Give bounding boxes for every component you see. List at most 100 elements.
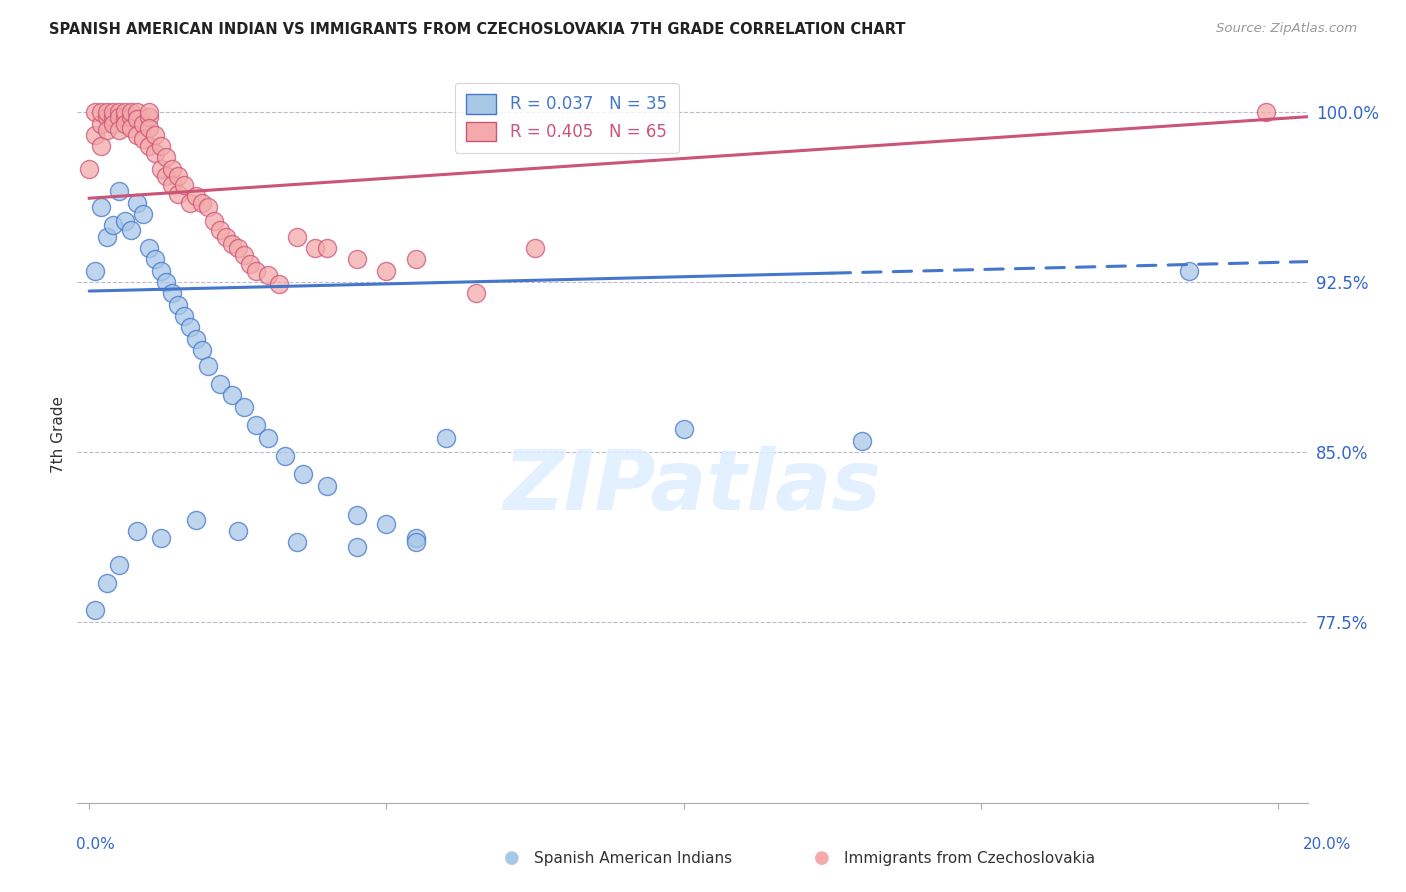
- Point: [125, 112, 148, 126]
- Point: [101, 110, 124, 124]
- Point: [120, 121, 142, 136]
- Point: [149, 263, 172, 277]
- Text: Immigrants from Czechoslovakia: Immigrants from Czechoslovakia: [844, 851, 1095, 865]
- Point: [191, 343, 214, 357]
- Point: [120, 110, 142, 124]
- Point: [84, 128, 107, 142]
- Point: [101, 116, 124, 130]
- Text: Spanish American Indians: Spanish American Indians: [534, 851, 733, 865]
- Text: 0.0%: 0.0%: [76, 837, 115, 852]
- Point: [464, 286, 486, 301]
- Point: [245, 263, 267, 277]
- Point: [232, 248, 254, 262]
- Y-axis label: 7th Grade: 7th Grade: [51, 396, 66, 474]
- Point: [239, 257, 262, 271]
- Point: [108, 185, 131, 199]
- Point: [167, 186, 190, 201]
- Point: [120, 223, 142, 237]
- Point: [138, 105, 160, 120]
- Text: 20.0%: 20.0%: [1303, 837, 1351, 852]
- Point: [149, 139, 172, 153]
- Point: [155, 151, 177, 165]
- Point: [672, 422, 695, 436]
- Point: [274, 450, 297, 464]
- Point: [1177, 263, 1199, 277]
- Point: [96, 110, 118, 124]
- Point: [221, 388, 243, 402]
- Point: [96, 229, 118, 244]
- Point: [256, 268, 278, 283]
- Point: [434, 431, 457, 445]
- Point: [256, 431, 278, 445]
- Point: [96, 576, 118, 591]
- Point: [90, 116, 112, 130]
- Point: [162, 286, 184, 301]
- Point: [316, 479, 339, 493]
- Point: [405, 535, 427, 549]
- Point: [1254, 105, 1277, 120]
- Point: [90, 105, 112, 120]
- Point: [114, 116, 136, 130]
- Point: [143, 128, 166, 142]
- Point: [285, 229, 308, 244]
- Point: [90, 139, 112, 153]
- Point: [131, 207, 153, 221]
- Point: [245, 417, 267, 432]
- Point: [523, 241, 546, 255]
- Point: [179, 195, 201, 210]
- Point: [375, 263, 398, 277]
- Point: [120, 105, 142, 120]
- Point: [101, 105, 124, 120]
- Point: [186, 513, 208, 527]
- Point: [108, 558, 131, 572]
- Point: [162, 161, 184, 176]
- Point: [138, 139, 160, 153]
- Point: [375, 517, 398, 532]
- Point: [285, 535, 308, 549]
- Point: [173, 178, 195, 192]
- Point: [167, 169, 190, 183]
- Text: SPANISH AMERICAN INDIAN VS IMMIGRANTS FROM CZECHOSLOVAKIA 7TH GRADE CORRELATION : SPANISH AMERICAN INDIAN VS IMMIGRANTS FR…: [49, 22, 905, 37]
- Point: [143, 145, 166, 160]
- Point: [346, 540, 368, 554]
- Point: [114, 105, 136, 120]
- Point: [125, 195, 148, 210]
- Point: [191, 195, 214, 210]
- Point: [208, 223, 231, 237]
- Point: [186, 332, 208, 346]
- Point: [215, 229, 238, 244]
- Point: [114, 214, 136, 228]
- Point: [197, 359, 219, 373]
- Point: [405, 252, 427, 267]
- Point: [167, 298, 190, 312]
- Text: Source: ZipAtlas.com: Source: ZipAtlas.com: [1216, 22, 1357, 36]
- Point: [316, 241, 339, 255]
- Point: [131, 132, 153, 146]
- Point: [232, 400, 254, 414]
- Point: [84, 105, 107, 120]
- Point: [125, 105, 148, 120]
- Point: [221, 236, 243, 251]
- Point: [149, 531, 172, 545]
- Point: [304, 241, 326, 255]
- Point: [138, 110, 160, 124]
- Point: [143, 252, 166, 267]
- Point: [101, 219, 124, 233]
- Point: [90, 200, 112, 214]
- Point: [346, 252, 368, 267]
- Point: [125, 524, 148, 538]
- Point: [197, 200, 219, 214]
- Text: ZIPatlas: ZIPatlas: [503, 446, 882, 527]
- Point: [125, 128, 148, 142]
- Point: [114, 110, 136, 124]
- Point: [108, 105, 131, 120]
- Point: [186, 189, 208, 203]
- Point: [202, 214, 225, 228]
- Point: [96, 105, 118, 120]
- Point: [84, 603, 107, 617]
- Point: [226, 524, 249, 538]
- Point: [108, 123, 131, 137]
- Point: [851, 434, 873, 448]
- Point: [108, 110, 131, 124]
- Point: [346, 508, 368, 523]
